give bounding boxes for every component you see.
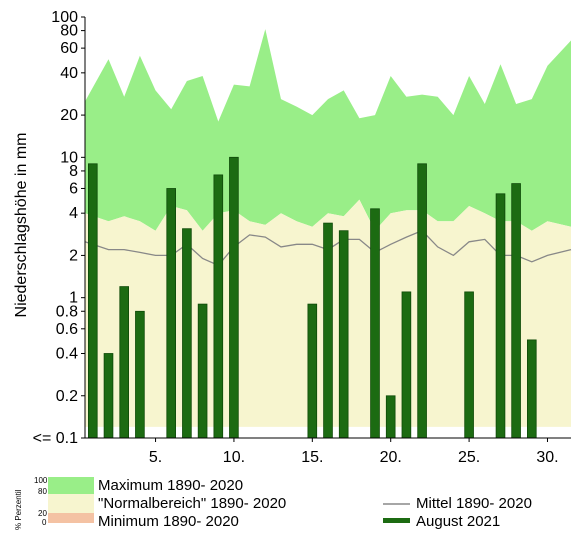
- legend-percentile-tick-80: 80: [38, 487, 47, 496]
- legend-minimum-label: Minimum 1890- 2020: [98, 513, 239, 530]
- legend-percentile-tick-20: 20: [38, 509, 47, 518]
- bar-day-9: [213, 174, 224, 439]
- maximum-band: [85, 29, 571, 231]
- legend-percentile-tick-0: 0: [42, 518, 47, 527]
- y-axis-label: Niederschlagshöhe in mm: [13, 133, 30, 318]
- y-tick-label: 1: [69, 290, 78, 307]
- x-tick-label: 30.: [536, 449, 558, 466]
- y-tick-label: 10: [60, 149, 78, 166]
- y-tick-label: 0.6: [56, 321, 78, 338]
- x-axis: 5. 10. 15. 20. 25. 30.: [149, 438, 559, 466]
- bar-day-4: [135, 310, 145, 439]
- bar-day-15: [307, 303, 318, 439]
- y-tick-label: 2: [69, 247, 78, 264]
- bar-day-8: [197, 303, 208, 439]
- bar-day-22: [417, 163, 427, 439]
- x-tick-label: 25.: [458, 449, 480, 466]
- bar-day-27: [495, 193, 506, 439]
- bar-day-28: [511, 183, 521, 439]
- y-tick-label: 20: [60, 107, 78, 124]
- bar-day-7: [182, 228, 192, 439]
- legend-percentile-label: % Perzentil: [14, 489, 23, 530]
- legend-percentile-tick-100: 100: [34, 476, 48, 485]
- legend-august-swatch: [383, 518, 410, 523]
- legend-normal-swatch: [48, 494, 94, 513]
- x-tick-label: 10.: [223, 449, 245, 466]
- bar-day-6: [166, 188, 177, 439]
- bar-day-3: [119, 286, 130, 439]
- y-tick-label: 40: [60, 65, 78, 82]
- legend-normal-label: "Normalbereich" 1890- 2020: [98, 495, 286, 512]
- bar-day-2: [103, 353, 114, 439]
- bar-day-16: [323, 222, 333, 439]
- y-tick-label: 60: [60, 40, 78, 57]
- x-tick-label: 5.: [149, 449, 162, 466]
- y-tick-label: 4: [69, 205, 78, 222]
- legend-mean-label: Mittel 1890- 2020: [416, 495, 532, 512]
- bar-day-20: [385, 395, 396, 439]
- bar-day-1: [88, 163, 98, 439]
- legend-maximum-swatch: [48, 477, 94, 494]
- y-tick-label: 0.4: [56, 346, 78, 363]
- bar-day-17: [338, 230, 349, 439]
- y-tick-label: 80: [60, 23, 78, 40]
- bar-day-25: [464, 291, 474, 439]
- y-tick-label: <= 0.1: [33, 430, 78, 447]
- y-tick-label: 8: [69, 163, 78, 180]
- plot-area: [84, 17, 572, 439]
- legend: % Perzentil 100 80 20 0 Maximum 1890- 20…: [14, 476, 532, 530]
- bar-day-10: [229, 156, 239, 439]
- x-tick-label: 20.: [380, 449, 402, 466]
- legend-maximum-label: Maximum 1890- 2020: [98, 477, 243, 494]
- x-tick-label: 15.: [301, 449, 323, 466]
- bar-day-29: [527, 339, 537, 439]
- legend-august-label: August 2021: [416, 513, 500, 530]
- y-tick-label: 100: [51, 9, 78, 26]
- bar-day-21: [401, 291, 412, 439]
- y-tick-label: 6: [69, 180, 78, 197]
- bar-day-19: [370, 208, 380, 439]
- legend-minimum-swatch: [48, 513, 94, 523]
- y-tick-label: 0.8: [56, 303, 78, 320]
- y-tick-label: 0.2: [56, 388, 78, 405]
